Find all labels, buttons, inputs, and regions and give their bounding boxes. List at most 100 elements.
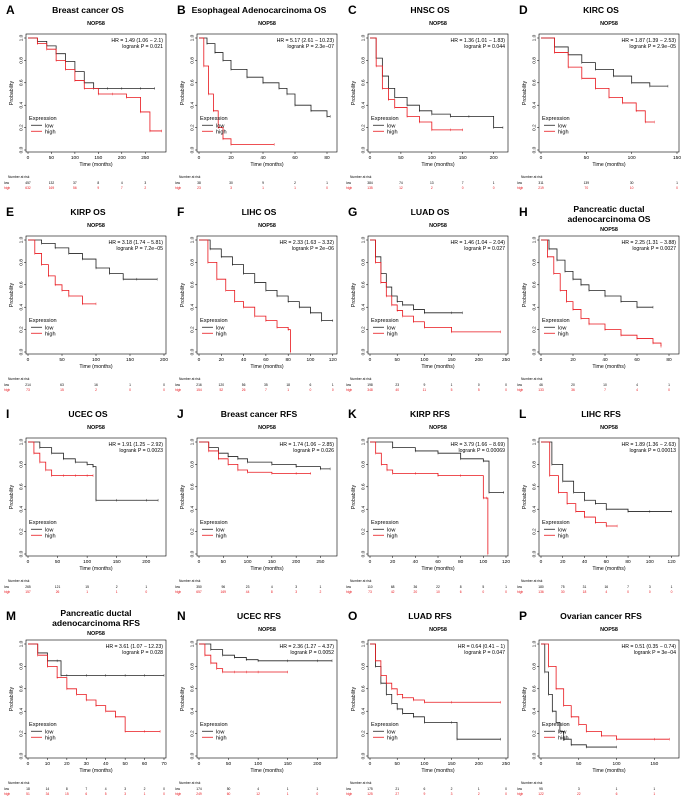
risk-count-high: 7 (121, 186, 123, 190)
x-tick-label: 100 (420, 357, 428, 363)
panel-letter: P (519, 609, 527, 623)
chart-title: LIHC OS (242, 207, 277, 217)
km-curve-high (28, 37, 162, 132)
risk-count-low: 20 (571, 383, 575, 387)
risk-count-high: 2 (431, 186, 433, 190)
chart-title: UCEC OS (68, 409, 107, 419)
x-tick-label: 40 (241, 357, 247, 363)
legend-title: Expression (371, 722, 399, 728)
legend-label-low: low (216, 325, 225, 331)
logrank-p: logrank P = 0.00069 (459, 448, 506, 454)
risk-count-high: 1 (144, 792, 146, 796)
x-tick-label: 150 (650, 761, 658, 767)
y-tick-label: 0.8 (19, 259, 25, 266)
risk-count-low: 18 (286, 383, 290, 387)
risk-count-low: 1 (505, 585, 507, 589)
risk-row-label-high: high (346, 186, 352, 190)
risk-count-high: 22 (577, 792, 581, 796)
risk-count-high: 2 (144, 186, 146, 190)
risk-count-high: 9 (97, 186, 99, 190)
x-tick-label: 60 (634, 357, 640, 363)
km-curve-high (370, 441, 489, 554)
x-tick-label: 0 (198, 357, 201, 363)
legend-label-low: low (216, 527, 225, 533)
x-tick-label: 100 (71, 155, 79, 161)
km-curve-low (370, 239, 463, 314)
risk-count-high: 4 (605, 590, 607, 594)
risk-count-high: 632 (25, 186, 31, 190)
risk-row-label-low: low (4, 181, 10, 185)
x-tick-label: 120 (668, 559, 676, 565)
risk-row-label-low: low (4, 787, 10, 791)
y-tick-label: 0.8 (190, 663, 196, 670)
risk-header: Number at risk (521, 781, 543, 785)
plot-frame (196, 33, 338, 153)
panel-letter: M (6, 609, 16, 623)
y-tick-label: 0.8 (19, 57, 25, 64)
risk-count-high: 42 (391, 590, 395, 594)
x-tick-label: 30 (84, 761, 90, 767)
risk-count-high: 34 (46, 792, 50, 796)
y-axis-label: Probability (522, 484, 528, 509)
x-tick-label: 60 (142, 761, 148, 767)
chart-title: LUAD RFS (408, 611, 452, 621)
risk-count-low: 15 (85, 585, 89, 589)
gene-label: NOP58 (87, 223, 105, 229)
hazard-ratio: HR = 1.89 (1.36 − 2.63) (621, 442, 676, 448)
risk-row-label-low: low (175, 585, 181, 589)
x-tick-label: 100 (92, 357, 100, 363)
risk-count-low: 14 (46, 787, 50, 791)
x-tick-label: 20 (560, 559, 566, 565)
legend-title: Expression (200, 520, 228, 526)
x-tick-label: 0 (27, 357, 30, 363)
risk-header: Number at risk (179, 175, 201, 179)
panel-letter: B (177, 3, 186, 17)
legend-title: Expression (542, 520, 570, 526)
x-tick-label: 0 (27, 155, 30, 161)
x-tick-label: 100 (83, 559, 91, 565)
risk-header: Number at risk (350, 781, 372, 785)
x-tick-label: 80 (324, 155, 330, 161)
risk-count-low: 7 (85, 787, 87, 791)
panel-letter: O (348, 609, 357, 623)
y-tick-label: 1.0 (532, 34, 538, 41)
risk-count-low: 21 (395, 787, 399, 791)
legend-label-low: low (216, 123, 225, 129)
risk-header: Number at risk (8, 579, 30, 583)
risk-count-high: 157 (25, 590, 31, 594)
x-axis-label: Time (months) (421, 768, 455, 774)
y-tick-label: 0.8 (190, 461, 196, 468)
y-tick-label: 0.4 (532, 304, 538, 311)
legend-label-low: low (387, 123, 396, 129)
legend-label-high: high (45, 735, 56, 741)
y-tick-label: 0.0 (361, 550, 367, 557)
risk-count-low: 1 (320, 585, 322, 589)
legend-label-high: high (558, 331, 569, 337)
x-tick-label: 200 (475, 761, 483, 767)
legend-title: Expression (371, 116, 399, 122)
x-axis-label: Time (months) (421, 162, 455, 168)
risk-count-high: 135 (367, 186, 373, 190)
y-tick-label: 0.0 (361, 146, 367, 153)
legend-label-high: high (387, 331, 398, 337)
y-axis-label: Probability (351, 686, 357, 711)
risk-count-low: 46 (539, 383, 543, 387)
x-tick-label: 150 (459, 155, 467, 161)
legend-title: Expression (200, 722, 228, 728)
legend-label-high: high (558, 735, 569, 741)
x-tick-label: 0 (540, 357, 543, 363)
chart-title: adenocarcinoma OS (567, 214, 650, 224)
risk-count-high: 2 (478, 792, 480, 796)
gene-label: NOP58 (258, 425, 276, 431)
legend-label-low: low (45, 325, 54, 331)
y-tick-label: 0.2 (532, 528, 538, 535)
x-tick-label: 250 (316, 559, 324, 565)
chart-title: Ovarian cancer RFS (560, 611, 642, 621)
x-tick-label: 0 (369, 559, 372, 565)
risk-count-low: 1 (616, 787, 618, 791)
y-axis-label: Probability (180, 484, 186, 509)
risk-count-high: 0 (505, 590, 507, 594)
